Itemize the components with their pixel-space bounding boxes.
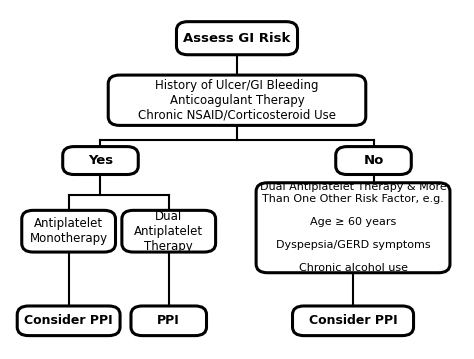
FancyBboxPatch shape	[108, 75, 366, 125]
FancyBboxPatch shape	[292, 306, 413, 336]
FancyBboxPatch shape	[63, 146, 138, 174]
Text: Dual
Antiplatelet
Therapy: Dual Antiplatelet Therapy	[134, 210, 203, 253]
FancyBboxPatch shape	[131, 306, 207, 336]
FancyBboxPatch shape	[22, 210, 116, 252]
Text: Yes: Yes	[88, 154, 113, 167]
Text: Consider PPI: Consider PPI	[24, 314, 113, 327]
FancyBboxPatch shape	[336, 146, 411, 174]
FancyBboxPatch shape	[17, 306, 120, 336]
Text: History of Ulcer/GI Bleeding
Anticoagulant Therapy
Chronic NSAID/Corticosteroid : History of Ulcer/GI Bleeding Anticoagula…	[138, 79, 336, 122]
FancyBboxPatch shape	[256, 183, 450, 273]
FancyBboxPatch shape	[176, 22, 298, 55]
Text: Consider PPI: Consider PPI	[309, 314, 397, 327]
Text: Dual Antiplatelet Therapy & More
Than One Other Risk Factor, e.g.

Age ≥ 60 year: Dual Antiplatelet Therapy & More Than On…	[260, 182, 447, 273]
FancyBboxPatch shape	[122, 210, 216, 252]
Text: PPI: PPI	[157, 314, 180, 327]
Text: Antiplatelet
Monotherapy: Antiplatelet Monotherapy	[29, 217, 108, 245]
Text: Assess GI Risk: Assess GI Risk	[183, 32, 291, 45]
Text: No: No	[364, 154, 383, 167]
